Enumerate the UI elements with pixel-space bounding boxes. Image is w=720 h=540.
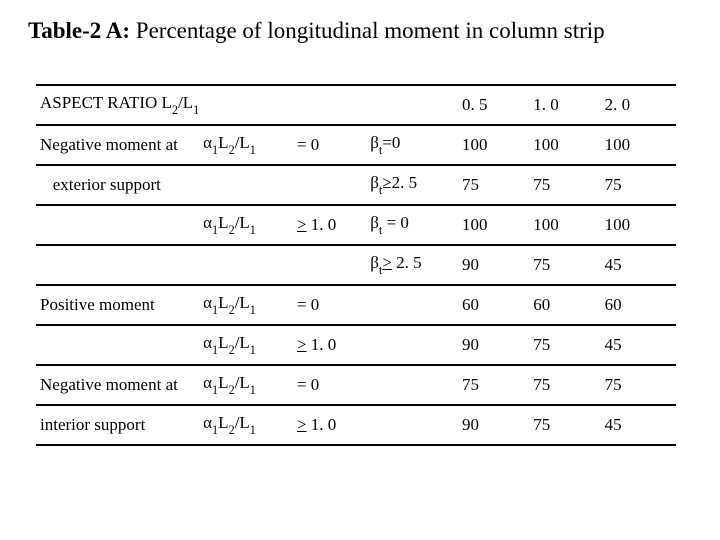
cond-cell: > 1. 0 <box>297 325 370 365</box>
val-cell: 45 <box>605 325 676 365</box>
val-cell: 75 <box>533 365 604 405</box>
val-cell: 100 <box>462 125 533 165</box>
row-label: Negative moment at <box>36 125 203 165</box>
val-cell: 75 <box>605 365 676 405</box>
cond-cell: > 1. 0 <box>297 205 370 245</box>
val-cell: 100 <box>533 205 604 245</box>
beta-cell: βt = 0 <box>370 205 462 245</box>
cond-cell: > 1. 0 <box>297 405 370 445</box>
val-cell: 100 <box>605 125 676 165</box>
beta-cell: βt=0 <box>370 125 462 165</box>
beta-cell: βt> 2. 5 <box>370 245 462 285</box>
table-row: Positive moment α1L2/L1 = 0 60 60 60 <box>36 285 676 325</box>
table-row: Negative moment at α1L2/L1 = 0 75 75 75 <box>36 365 676 405</box>
data-table: ASPECT RATIO L2/L1 0. 5 1. 0 2. 0 Negati… <box>36 84 676 446</box>
title-rest: Percentage of longitudinal moment in col… <box>130 18 605 43</box>
val-cell: 100 <box>533 125 604 165</box>
val-cell: 60 <box>462 285 533 325</box>
val-cell: 60 <box>605 285 676 325</box>
beta-cell: βt≥2. 5 <box>370 165 462 205</box>
val-cell: 75 <box>533 325 604 365</box>
val-cell: 100 <box>605 205 676 245</box>
page-title: Table-2 A: Percentage of longitudinal mo… <box>28 18 692 44</box>
val-cell: 75 <box>605 165 676 205</box>
val-cell: 60 <box>533 285 604 325</box>
val-cell: 75 <box>533 245 604 285</box>
col-1.0: 1. 0 <box>533 85 604 125</box>
param-cell: α1L2/L1 <box>203 365 297 405</box>
table-row: exterior support βt≥2. 5 75 75 75 <box>36 165 676 205</box>
col-0.5: 0. 5 <box>462 85 533 125</box>
row-label: Positive moment <box>36 285 203 325</box>
param-cell: α1L2/L1 <box>203 125 297 165</box>
val-cell: 90 <box>462 325 533 365</box>
val-cell: 75 <box>462 165 533 205</box>
table-row: βt> 2. 5 90 75 45 <box>36 245 676 285</box>
table-row: α1L2/L1 > 1. 0 90 75 45 <box>36 325 676 365</box>
val-cell: 75 <box>462 365 533 405</box>
val-cell: 45 <box>605 405 676 445</box>
table-row: interior support α1L2/L1 > 1. 0 90 75 45 <box>36 405 676 445</box>
row-label: exterior support <box>36 165 203 205</box>
col-2.0: 2. 0 <box>605 85 676 125</box>
cond-cell: = 0 <box>297 125 370 165</box>
table-row: α1L2/L1 > 1. 0 βt = 0 100 100 100 <box>36 205 676 245</box>
table-row: Negative moment at α1L2/L1 = 0 βt=0 100 … <box>36 125 676 165</box>
row-label: interior support <box>36 405 203 445</box>
val-cell: 45 <box>605 245 676 285</box>
param-cell: α1L2/L1 <box>203 205 297 245</box>
val-cell: 100 <box>462 205 533 245</box>
param-cell: α1L2/L1 <box>203 285 297 325</box>
cond-cell: = 0 <box>297 285 370 325</box>
title-bold: Table-2 A: <box>28 18 130 43</box>
param-cell: α1L2/L1 <box>203 325 297 365</box>
header-label: ASPECT RATIO L2/L1 <box>36 85 462 125</box>
param-cell: α1L2/L1 <box>203 405 297 445</box>
val-cell: 90 <box>462 405 533 445</box>
val-cell: 90 <box>462 245 533 285</box>
val-cell: 75 <box>533 405 604 445</box>
cond-cell: = 0 <box>297 365 370 405</box>
val-cell: 75 <box>533 165 604 205</box>
header-row: ASPECT RATIO L2/L1 0. 5 1. 0 2. 0 <box>36 85 676 125</box>
row-label: Negative moment at <box>36 365 203 405</box>
